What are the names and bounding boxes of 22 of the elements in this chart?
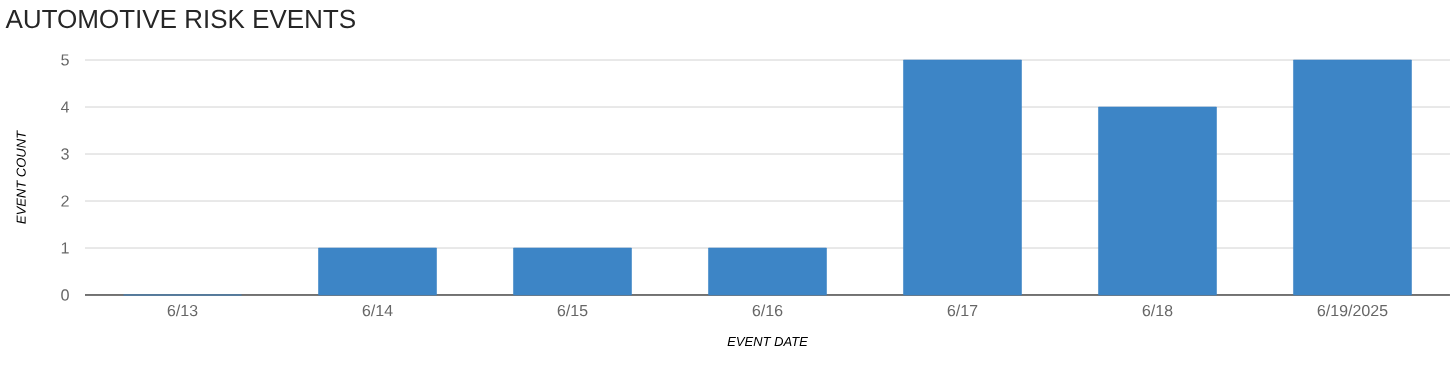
x-tick-label: 6/17 bbox=[947, 304, 978, 317]
x-tick-label: 6/13 bbox=[167, 304, 198, 317]
y-tick-label: 1 bbox=[61, 242, 69, 254]
y-tick-label: 2 bbox=[61, 195, 69, 207]
x-tick-label: 6/19/2025 bbox=[1317, 304, 1388, 317]
x-tick-label: 6/18 bbox=[1142, 304, 1173, 317]
y-tick-label: 5 bbox=[61, 54, 69, 66]
bar bbox=[1293, 59, 1412, 296]
bar bbox=[318, 247, 437, 296]
y-axis-title: EVENT COUNT bbox=[16, 130, 26, 224]
y-tick-label: 3 bbox=[61, 148, 69, 160]
x-tick-label: 6/16 bbox=[752, 304, 783, 317]
y-tick-label: 4 bbox=[60, 101, 70, 113]
bar bbox=[708, 247, 827, 296]
x-tick-label: 6/14 bbox=[362, 304, 393, 317]
chart-title: AUTOMOTIVE RISK EVENTS bbox=[5, 9, 355, 29]
bar bbox=[513, 247, 632, 296]
x-tick-label: 6/15 bbox=[557, 304, 588, 317]
bar bbox=[903, 59, 1022, 296]
bar bbox=[1098, 106, 1217, 296]
y-tick-label: 0 bbox=[61, 289, 69, 301]
x-axis-title: EVENT DATE bbox=[727, 337, 808, 347]
